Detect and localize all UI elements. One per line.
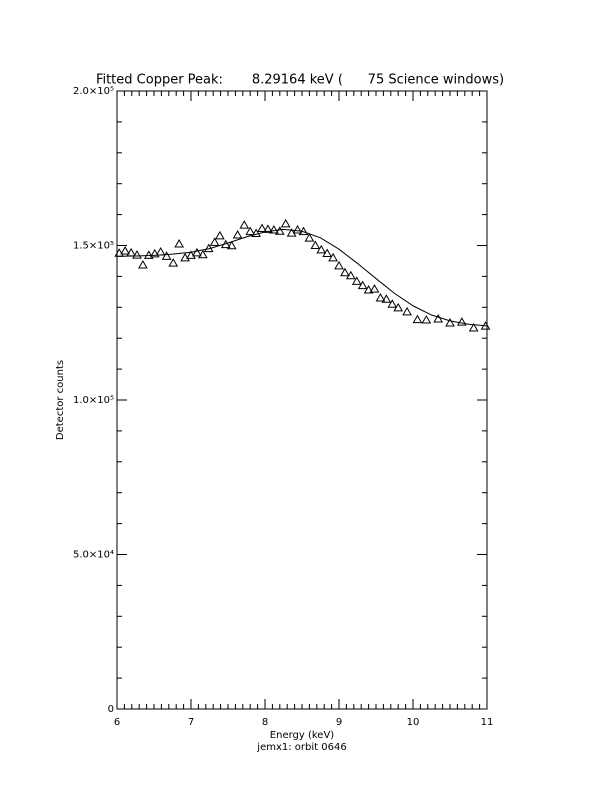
subtitle: jemx1: orbit 0646 (256, 742, 346, 753)
y-tick-label: 0 (108, 704, 114, 715)
data-point (310, 240, 321, 249)
data-point (138, 259, 148, 269)
data-point (316, 244, 327, 254)
data-point (334, 260, 344, 270)
y-tick-label: 1.0×10⁵ (73, 395, 114, 406)
data-point (393, 302, 404, 312)
y-axis-label: Detector counts (55, 360, 66, 440)
data-point (239, 220, 250, 229)
data-point (168, 258, 179, 267)
chart-title: Fitted Copper Peak: 8.29164 keV ( 75 Sci… (96, 73, 504, 88)
data-point (292, 225, 303, 234)
x-tick-label: 6 (114, 717, 120, 728)
data-point (197, 249, 208, 259)
data-point (351, 276, 362, 285)
data-point (363, 284, 374, 294)
data-point (280, 218, 291, 228)
data-point (381, 294, 392, 303)
data-point (226, 240, 237, 250)
data-point (412, 314, 423, 324)
data-point (387, 299, 398, 308)
x-tick-label: 7 (188, 717, 194, 728)
data-point (149, 248, 160, 258)
data-point (322, 248, 333, 258)
x-axis-label: Energy (keV) (270, 730, 335, 741)
data-point (345, 270, 356, 280)
data-point (340, 267, 350, 277)
data-point (468, 322, 479, 332)
data-point (232, 229, 243, 239)
data-point (263, 224, 273, 233)
data-point (245, 226, 256, 236)
x-tick-label: 9 (336, 717, 342, 728)
data-point (143, 250, 154, 259)
data-point (251, 228, 261, 237)
data-point (357, 280, 368, 290)
data-point (192, 247, 202, 257)
data-point (209, 237, 220, 246)
data-point (328, 252, 338, 262)
data-point (445, 318, 455, 327)
data-point (304, 233, 315, 242)
data-point (132, 250, 142, 259)
data-point (402, 306, 412, 316)
data-point (369, 284, 380, 293)
x-tick-label: 10 (407, 717, 420, 728)
data-point (257, 223, 267, 233)
y-tick-label: 5.0×10⁴ (73, 550, 114, 561)
data-point (214, 230, 225, 240)
data-point (433, 314, 444, 323)
data-point (274, 226, 285, 235)
data-point (161, 251, 172, 260)
fit-line (116, 228, 488, 327)
data-point (269, 225, 279, 234)
x-tick-label: 11 (481, 717, 494, 728)
data-point (120, 246, 131, 255)
data-point (375, 293, 386, 302)
data-point (174, 238, 185, 248)
x-tick-label: 8 (262, 717, 268, 728)
data-point (456, 317, 467, 326)
y-tick-label: 1.5×10⁵ (73, 241, 114, 252)
data-point (421, 314, 432, 324)
y-tick-label: 2.0×10⁵ (73, 86, 114, 97)
